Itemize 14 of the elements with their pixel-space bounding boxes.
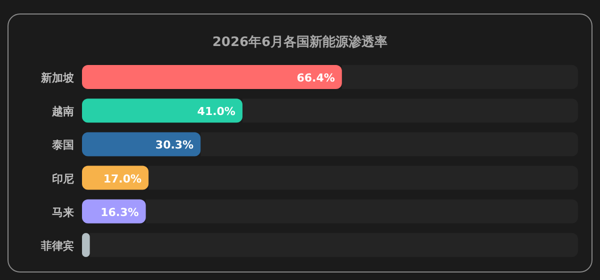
data-label: 16.3% (100, 206, 139, 219)
data-label: 30.3% (155, 138, 194, 152)
data-label: 41.0% (197, 105, 236, 118)
y-tick-label: 马来 (52, 206, 74, 219)
bar (82, 132, 201, 156)
chart-title: 2026年6月各国新能源渗透率 (212, 34, 388, 50)
y-tick-label: 新加坡 (40, 72, 75, 84)
y-tick-label: 印尼 (52, 172, 74, 186)
data-label: 17.0% (103, 172, 142, 186)
data-label: 66.4% (296, 72, 335, 84)
y-tick-label: 泰国 (51, 138, 74, 152)
y-tick-label: 越南 (51, 105, 74, 118)
bar (82, 233, 90, 257)
y-tick-label: 菲律宾 (40, 240, 74, 252)
